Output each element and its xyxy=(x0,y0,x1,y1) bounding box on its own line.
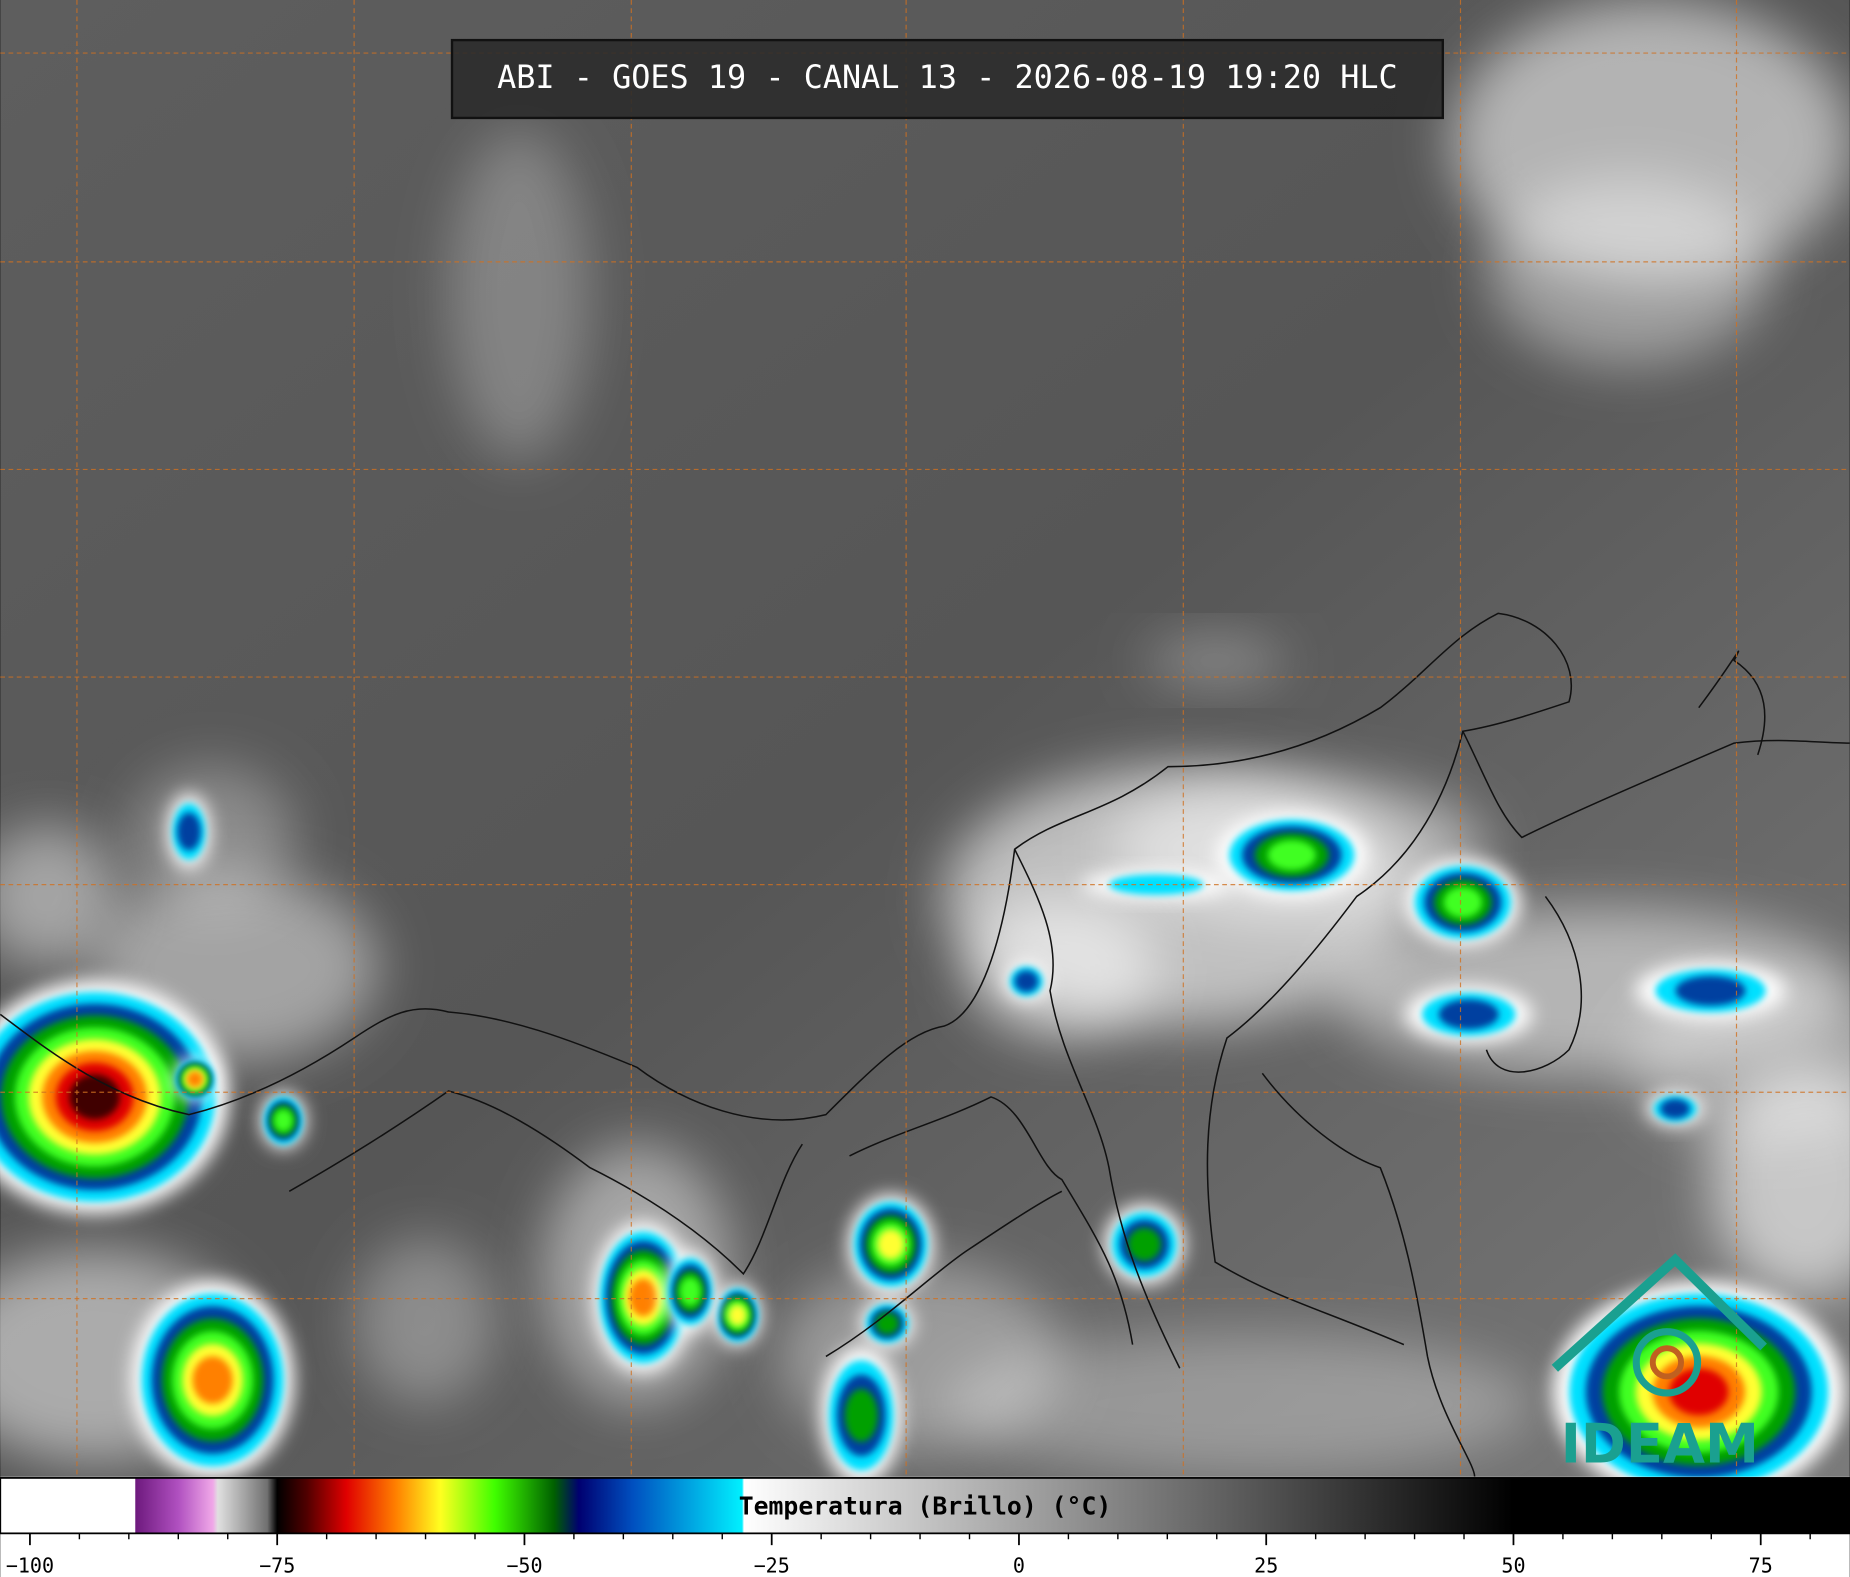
convective-cell xyxy=(1014,970,1039,993)
logo-swirl xyxy=(1632,1328,1702,1397)
tick-label: 0 xyxy=(1013,1553,1025,1577)
title-box: ABI - GOES 19 - CANAL 13 - 2026-08-19 19… xyxy=(450,38,1444,120)
cloud xyxy=(1486,176,1770,366)
cloud xyxy=(448,129,591,461)
colorbar xyxy=(0,1477,1850,1535)
convective-cell xyxy=(1660,1098,1690,1119)
convective-cell xyxy=(1438,999,1499,1030)
cloud xyxy=(943,1332,1534,1475)
convective-cell xyxy=(186,1071,203,1088)
logo-text: IDEAM xyxy=(1561,1412,1759,1475)
convective-cell xyxy=(1669,1368,1729,1416)
logo-swirl-inner xyxy=(1649,1345,1685,1380)
tick-label: −25 xyxy=(754,1553,790,1577)
tick-label: 50 xyxy=(1501,1553,1525,1577)
cloud xyxy=(0,825,119,968)
cloud xyxy=(354,1238,496,1404)
convective-cell xyxy=(844,1389,878,1442)
tick-label: −75 xyxy=(259,1553,295,1577)
convection-layer xyxy=(0,793,1846,1503)
convective-cell xyxy=(177,812,201,851)
logo-roof xyxy=(1551,1253,1767,1372)
tick-label: 75 xyxy=(1749,1553,1773,1577)
convective-cell xyxy=(877,1229,905,1260)
convective-cell xyxy=(1127,1227,1161,1261)
colorbar-label: Temperatura (Brillo) (°C) xyxy=(739,1491,1112,1520)
convective-cell xyxy=(1267,840,1316,871)
convective-cell xyxy=(1443,886,1483,918)
convective-cell xyxy=(1675,975,1746,1006)
tick-label: 25 xyxy=(1254,1553,1278,1577)
tick-label: −50 xyxy=(506,1553,542,1577)
convective-cell xyxy=(69,1074,120,1120)
cloud xyxy=(130,766,296,909)
cloud xyxy=(1144,636,1286,685)
borders xyxy=(0,612,1850,1477)
convective-cell xyxy=(679,1277,701,1306)
colorbar-axis: −100 −75 −50 −25 0 25 50 75 xyxy=(6,1533,1811,1577)
title-background xyxy=(450,38,1444,120)
chart-title: ABI - GOES 19 - CANAL 13 - 2026-08-19 19… xyxy=(497,58,1398,96)
convective-cell xyxy=(192,1356,233,1404)
convective-cell xyxy=(273,1109,293,1132)
convective-cell xyxy=(728,1304,747,1326)
logo: IDEAM xyxy=(1551,1253,1767,1475)
tick-label: −100 xyxy=(6,1553,54,1577)
cloud xyxy=(967,896,1157,1038)
convective-cell xyxy=(629,1278,657,1317)
convective-cell xyxy=(875,1312,900,1335)
